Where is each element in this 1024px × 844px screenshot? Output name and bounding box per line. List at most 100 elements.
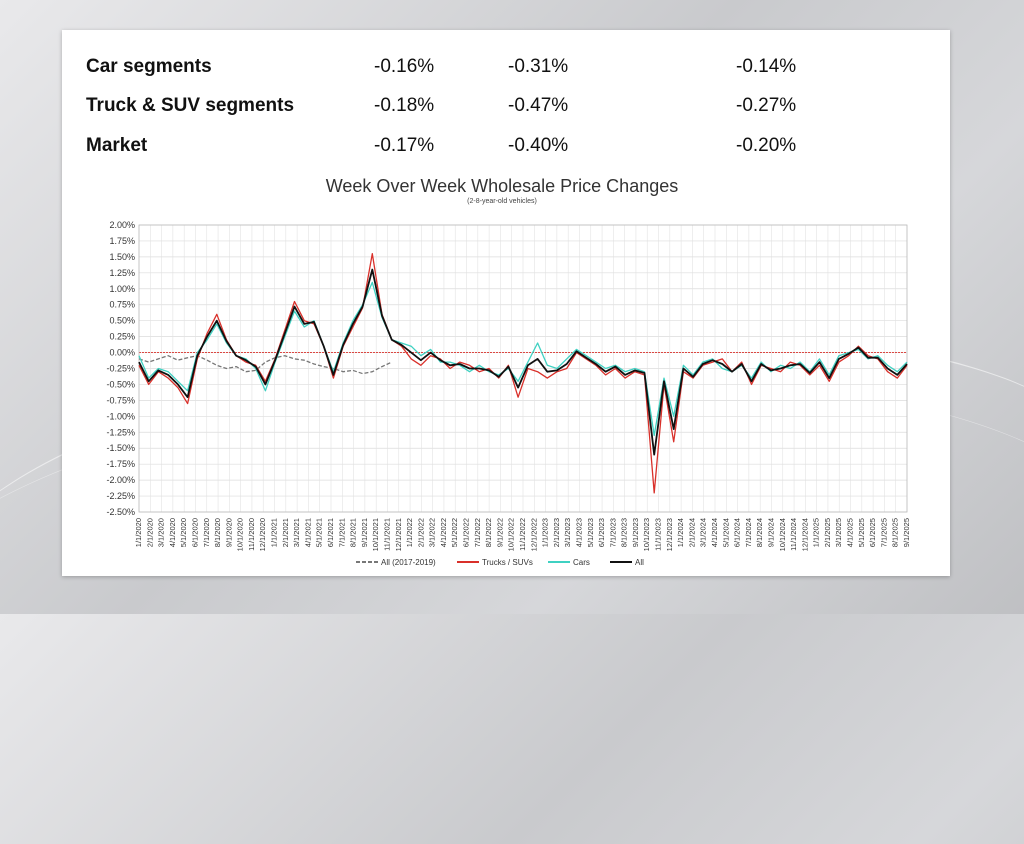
x-tick-label: 1/1/2021 [270,518,279,547]
x-tick-label: 3/1/2024 [699,518,708,547]
x-tick-label: 7/1/2022 [473,518,482,547]
x-tick-label: 10/1/2022 [507,518,516,551]
x-tick-label: 1/1/2020 [134,518,143,547]
x-tick-label: 5/1/2024 [721,518,730,547]
x-tick-label: 8/1/2025 [891,518,900,547]
x-tick-label: 8/1/2021 [349,518,358,547]
y-tick-label: 0.00% [109,348,135,358]
y-tick-label: 1.50% [109,252,135,262]
x-tick-label: 2/1/2024 [687,518,696,547]
x-tick-label: 12/1/2022 [529,518,538,551]
x-tick-label: 6/1/2020 [190,518,199,547]
x-tick-label: 10/1/2020 [236,518,245,551]
value-cell: -0.47% [508,95,569,116]
x-tick-label: 12/1/2024 [800,518,809,551]
x-tick-label: 4/1/2024 [710,518,719,547]
value-cell: -0.31% [508,56,569,77]
x-tick-label: 10/1/2023 [642,518,651,551]
x-tick-label: 11/1/2023 [654,518,663,551]
value-cell: -0.14% [736,56,797,77]
series-lines [138,253,908,494]
y-tick-label: 0.50% [109,316,135,326]
value-cell: -0.16% [374,56,435,77]
x-tick-label: 11/1/2022 [518,518,527,551]
x-tick-label: 9/1/2024 [766,518,775,547]
series-line-all [138,268,908,456]
y-tick-label: 2.00% [109,220,135,230]
x-tick-label: 6/1/2021 [326,518,335,547]
x-tick-label: 3/1/2020 [157,518,166,547]
value-cell: -0.40% [508,135,569,156]
x-tick-label: 11/1/2020 [247,518,256,551]
table-row: Market -0.17% -0.40% -0.20% [86,135,926,159]
x-tick-label: 5/1/2021 [315,518,324,547]
x-tick-label: 9/1/2025 [902,518,911,547]
y-tick-label: 0.75% [109,300,135,310]
x-tick-label: 2/1/2021 [281,518,290,547]
y-tick-label: 1.75% [109,236,135,246]
y-tick-label: -2.50% [106,507,135,517]
x-tick-label: 8/1/2022 [484,518,493,547]
x-tick-label: 12/1/2021 [394,518,403,551]
x-tick-label: 7/1/2024 [744,518,753,547]
x-tick-label: 6/1/2024 [733,518,742,547]
x-tick-label: 10/1/2024 [778,518,787,551]
x-tick-label: 3/1/2021 [292,518,301,547]
x-tick-label: 1/1/2022 [405,518,414,547]
x-tick-label: 8/1/2023 [620,518,629,547]
x-tick-label: 6/1/2022 [462,518,471,547]
x-tick-label: 9/1/2023 [631,518,640,547]
x-tick-label: 2/1/2020 [145,518,154,547]
x-tick-label: 9/1/2020 [224,518,233,547]
x-tick-label: 7/1/2023 [608,518,617,547]
y-tick-label: -0.25% [106,364,135,374]
row-label: Car segments [86,56,212,77]
x-tick-label: 6/1/2025 [868,518,877,547]
x-tick-label: 5/1/2023 [586,518,595,547]
x-tick-label: 7/1/2021 [337,518,346,547]
x-tick-label: 9/1/2022 [495,518,504,547]
x-tick-label: 2/1/2023 [552,518,561,547]
x-tick-label: 1/1/2025 [812,518,821,547]
x-tick-label: 8/1/2020 [213,518,222,547]
x-tick-label: 2/1/2022 [416,518,425,547]
series-line-trucks-suvs [138,253,908,494]
content-card: Car segments -0.16% -0.31% -0.14% Truck … [62,30,950,576]
x-tick-label: 8/1/2024 [755,518,764,547]
value-cell: -0.17% [374,135,435,156]
x-tick-label: 5/1/2025 [857,518,866,547]
x-tick-label: 12/1/2020 [258,518,267,551]
series-line-cars [138,281,908,437]
chart-subtitle: (2-8-year-old vehicles) [467,198,537,205]
y-tick-label: 0.25% [109,332,135,342]
x-tick-label: 3/1/2025 [834,518,843,547]
y-tick-label: 1.25% [109,268,135,278]
row-label: Market [86,135,148,156]
value-cell: -0.27% [736,95,797,116]
table-row: Car segments -0.16% -0.31% -0.14% [86,56,926,80]
x-tick-label: 11/1/2021 [382,518,391,551]
x-tick-label: 7/1/2020 [202,518,211,547]
x-tick-label: 2/1/2025 [823,518,832,547]
y-tick-label: -1.00% [106,411,135,421]
row-label: Truck & SUV segments [86,95,295,116]
y-tick-label: -0.50% [106,379,135,389]
series-line-all-2017-2019 [138,355,393,375]
value-cell: -0.18% [374,95,435,116]
x-tick-label: 1/1/2023 [541,518,550,547]
x-tick-label: 6/1/2023 [597,518,606,547]
x-tick-label: 4/1/2020 [168,518,177,547]
x-tick-label: 4/1/2022 [439,518,448,547]
table-row: Truck & SUV segments -0.18% -0.47% -0.27… [86,95,926,119]
x-tick-label: 10/1/2021 [371,518,380,551]
x-tick-label: 3/1/2022 [428,518,437,547]
y-tick-label: -1.25% [106,427,135,437]
legend-label: Cars [573,558,590,567]
x-tick-label: 4/1/2021 [303,518,312,547]
x-tick-label: 11/1/2024 [789,518,798,551]
x-tick-label: 3/1/2023 [563,518,572,547]
value-cell: -0.20% [736,135,797,156]
x-axis: 1/1/2020 2/1/2020 3/1/2020 4/1/2020 5/1/2020… [134,518,911,551]
y-tick-label: 1.00% [109,284,135,294]
x-tick-label: 5/1/2022 [450,518,459,547]
